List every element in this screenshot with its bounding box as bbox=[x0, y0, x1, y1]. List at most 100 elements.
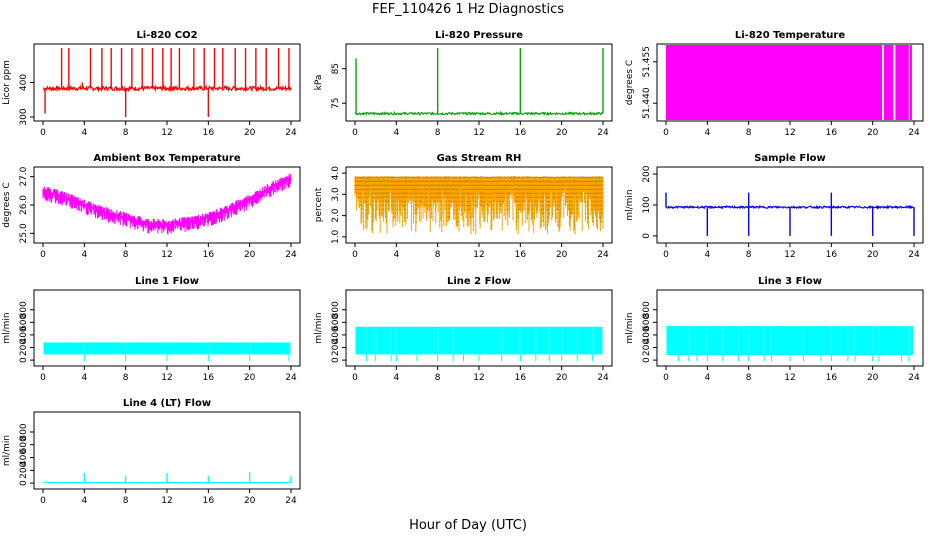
y-axis-label: degrees C bbox=[625, 60, 635, 105]
x-axis: 0 4 8 12 16 20 24 bbox=[352, 243, 609, 260]
fill-band bbox=[666, 45, 882, 120]
y-tick-label: 300 bbox=[19, 108, 29, 125]
y-tick-label: 600 bbox=[331, 313, 341, 330]
flow-band bbox=[453, 326, 463, 355]
x-axis: 0 4 8 12 16 20 24 bbox=[663, 366, 920, 383]
y-tick-label: 200 bbox=[19, 461, 29, 478]
y-tick-label: 800 bbox=[19, 423, 29, 440]
flow-band bbox=[289, 342, 291, 355]
x-tick-label: 4 bbox=[704, 373, 710, 383]
y-tick-label: 27.0 bbox=[19, 166, 29, 186]
x-tick-label: 16 bbox=[203, 496, 215, 506]
rh-markers bbox=[354, 176, 604, 235]
chart-panel-4: Ambient Box Temperature degrees C 0 4 8 12 16 2… bbox=[2, 153, 301, 260]
x-tick-label: 16 bbox=[515, 250, 527, 260]
x-tick-label: 0 bbox=[663, 250, 669, 260]
flow-band bbox=[593, 326, 603, 355]
y-tick-label: 51.455 bbox=[642, 46, 652, 78]
y-tick-label: 600 bbox=[642, 313, 652, 330]
y-tick-label: 0 bbox=[642, 357, 652, 363]
y-axis-label: ml/min bbox=[314, 312, 324, 343]
series-7 bbox=[43, 342, 291, 362]
x-tick-label: 24 bbox=[597, 128, 609, 138]
x-tick-label: 24 bbox=[908, 128, 920, 138]
flow-band bbox=[738, 326, 749, 356]
y-tick-label: 4.0 bbox=[331, 166, 341, 181]
y-tick-label: 200 bbox=[642, 339, 652, 356]
flow-band bbox=[250, 342, 289, 355]
x-tick-label: 12 bbox=[161, 496, 172, 506]
flow-band bbox=[417, 326, 438, 355]
y-tick-label: 400 bbox=[642, 326, 652, 343]
flow-band bbox=[771, 326, 790, 356]
y-tick-label: 0 bbox=[19, 480, 29, 486]
x-tick-label: 8 bbox=[123, 250, 129, 260]
flow-band bbox=[873, 326, 879, 356]
panel-title: Li-820 Pressure bbox=[435, 30, 523, 41]
series-5 bbox=[354, 176, 604, 235]
chart-panel-3: Li-820 Temperature degrees C 0 4 8 12 16 20 24 51… bbox=[625, 30, 924, 138]
y-axis: 75 85 bbox=[331, 63, 346, 109]
x-tick-label: 4 bbox=[393, 373, 399, 383]
flow-band bbox=[821, 326, 831, 356]
x-axis: 0 4 8 12 16 20 24 bbox=[40, 366, 297, 383]
x-tick-label: 0 bbox=[40, 250, 46, 260]
x-tick-label: 12 bbox=[161, 128, 172, 138]
x-tick-label: 20 bbox=[556, 373, 568, 383]
chart-panel-6: Sample Flow ml/min 0 4 8 12 16 20 24 0 100 200 bbox=[625, 153, 924, 260]
flow-band bbox=[848, 326, 855, 356]
flow-band bbox=[764, 326, 771, 356]
flow-band bbox=[536, 326, 549, 355]
x-tick-label: 16 bbox=[203, 373, 215, 383]
flow-band bbox=[855, 326, 873, 356]
series-4 bbox=[42, 173, 292, 235]
temperature-trace bbox=[42, 173, 292, 235]
x-tick-label: 20 bbox=[244, 250, 256, 260]
series-2 bbox=[354, 48, 604, 117]
plot-frame bbox=[33, 43, 301, 122]
flow-band bbox=[697, 326, 707, 356]
y-tick-label: 400 bbox=[19, 74, 29, 91]
x-tick-label: 8 bbox=[746, 128, 752, 138]
x-tick-label: 0 bbox=[40, 496, 46, 506]
y-tick-label: 600 bbox=[19, 436, 29, 453]
flow-band bbox=[126, 342, 167, 355]
x-tick-label: 20 bbox=[244, 373, 256, 383]
x-tick-label: 12 bbox=[784, 373, 795, 383]
y-axis-label: kPa bbox=[314, 75, 324, 91]
panel-title: Gas Stream RH bbox=[437, 153, 522, 164]
y-tick-label: 600 bbox=[19, 313, 29, 330]
panel-title: Li-820 Temperature bbox=[735, 30, 845, 41]
x-tick-label: 24 bbox=[908, 373, 920, 383]
x-tick-label: 0 bbox=[352, 128, 358, 138]
flow-band bbox=[577, 326, 593, 355]
y-axis: 51.440 51.455 bbox=[642, 46, 657, 119]
x-tick-label: 20 bbox=[867, 250, 879, 260]
y-axis-label: ml/min bbox=[625, 312, 635, 343]
x-axis-caption: Hour of Day (UTC) bbox=[409, 518, 527, 533]
flow-band bbox=[355, 326, 366, 355]
panel-title: Line 4 (LT) Flow bbox=[123, 398, 211, 409]
x-tick-label: 20 bbox=[556, 250, 568, 260]
x-axis: 0 4 8 12 16 20 24 bbox=[352, 121, 609, 138]
x-tick-label: 12 bbox=[784, 128, 795, 138]
y-tick-label: 26.0 bbox=[19, 195, 29, 215]
y-axis-label: ml/min bbox=[2, 435, 12, 466]
flow-band bbox=[666, 326, 678, 356]
y-axis-label: Licor ppm bbox=[2, 60, 12, 105]
x-tick-label: 0 bbox=[663, 373, 669, 383]
x-tick-label: 4 bbox=[81, 496, 87, 506]
flow-band bbox=[689, 326, 697, 356]
x-tick-label: 12 bbox=[161, 250, 172, 260]
x-tick-label: 16 bbox=[826, 128, 838, 138]
flow-band bbox=[366, 326, 376, 355]
y-tick-label: 800 bbox=[19, 301, 29, 318]
fill-band bbox=[909, 45, 912, 120]
chart-panel-5: Gas Stream RH percent 0 4 8 12 16 20 24 1.0 2.0 3.0… bbox=[314, 153, 613, 260]
x-axis: 0 4 8 12 16 20 24 bbox=[40, 243, 297, 260]
x-tick-label: 4 bbox=[81, 250, 87, 260]
x-tick-label: 24 bbox=[597, 250, 609, 260]
